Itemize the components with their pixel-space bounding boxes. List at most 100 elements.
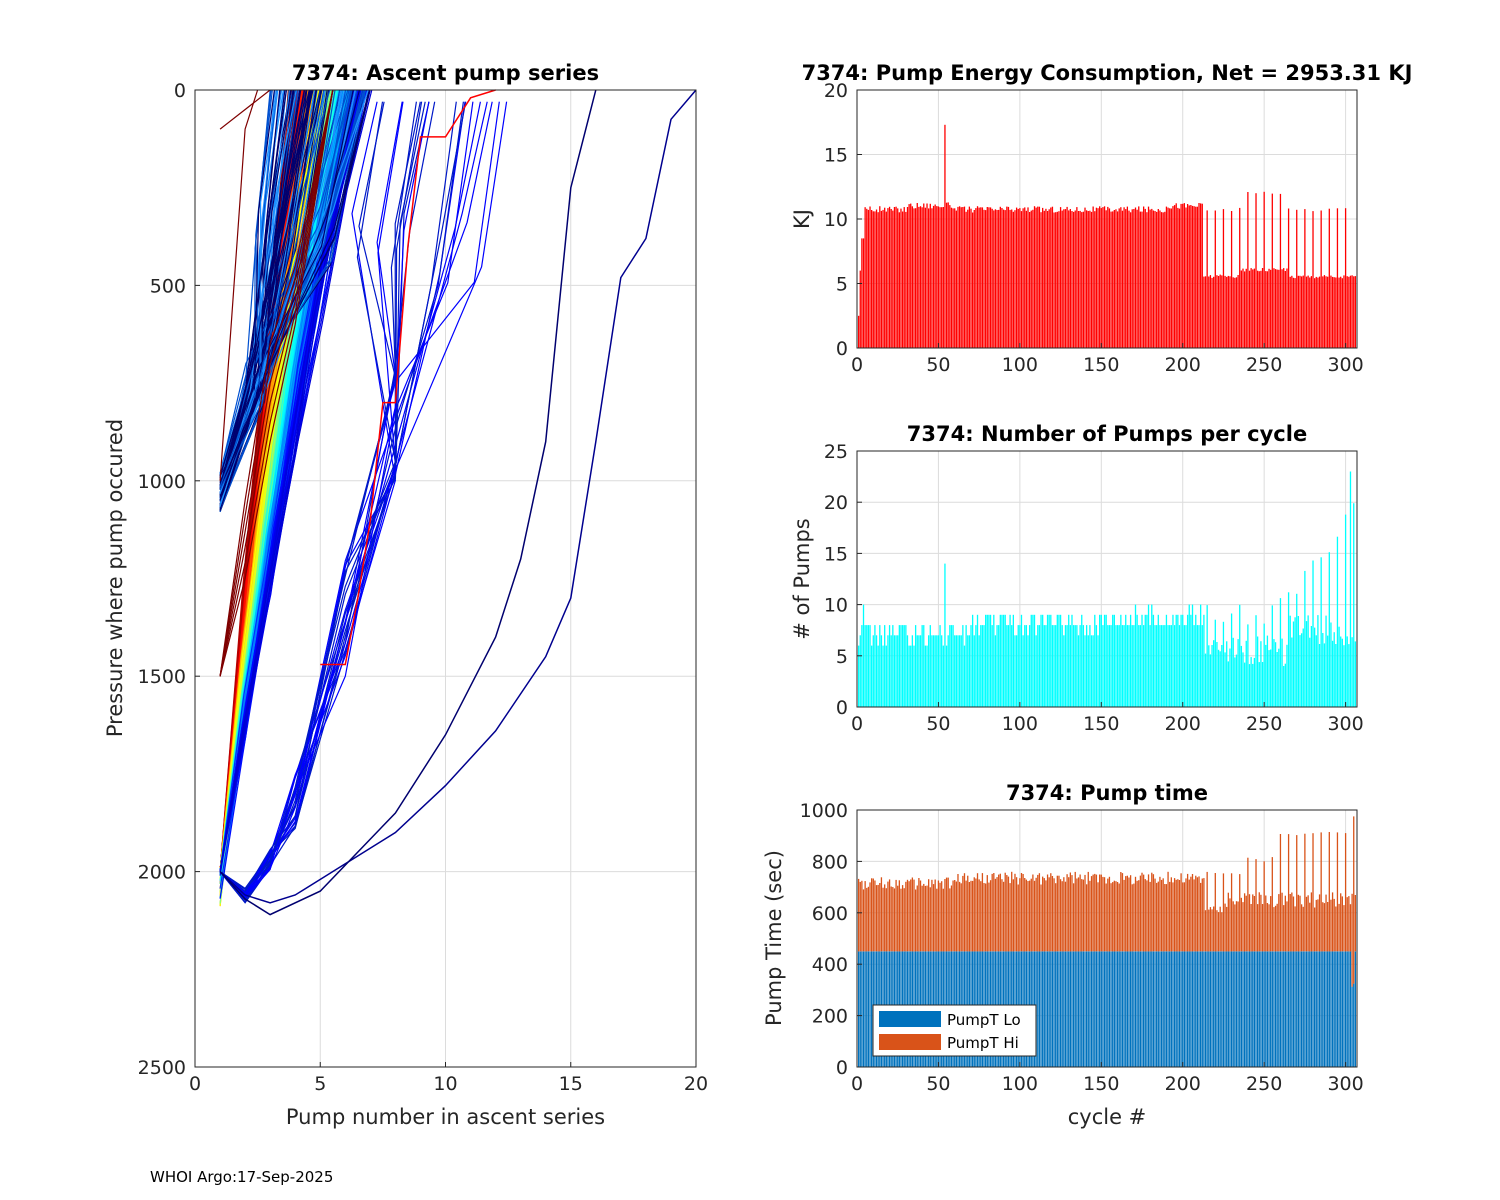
pumptime-lo-bar bbox=[1188, 951, 1190, 1067]
pumps-bar bbox=[1001, 614, 1003, 707]
ascent-xtick-label: 15 bbox=[559, 1073, 583, 1095]
pumps-bar bbox=[1032, 614, 1034, 707]
pumptime-lo-bar bbox=[1274, 951, 1277, 1067]
energy-bar bbox=[1302, 275, 1304, 348]
energy-bar bbox=[1279, 193, 1282, 348]
pumptime-hi-bar bbox=[918, 878, 920, 952]
energy-bar bbox=[1258, 271, 1260, 348]
energy-bar bbox=[1110, 211, 1112, 348]
pumptime-hi-bar bbox=[1061, 881, 1063, 952]
energy-bar bbox=[1050, 207, 1052, 348]
pumptime-hi-bar bbox=[1068, 877, 1070, 952]
energy-bar bbox=[895, 206, 897, 348]
pumptime-hi-bar bbox=[1180, 873, 1182, 952]
pumps-bar bbox=[1208, 645, 1210, 707]
pumps-bar bbox=[931, 635, 933, 707]
energy-bar bbox=[1310, 276, 1313, 348]
ascent-xtick-label: 10 bbox=[433, 1073, 457, 1095]
pumps-bar bbox=[1338, 626, 1340, 707]
energy-bar bbox=[996, 210, 998, 348]
energy-bar bbox=[1263, 191, 1265, 348]
pumps-bar bbox=[1082, 625, 1085, 707]
pumptime-hi-bar bbox=[880, 877, 883, 952]
pumps-bar bbox=[1190, 614, 1192, 707]
energy-bar bbox=[1193, 206, 1195, 348]
pumptime-hi-bar bbox=[1149, 881, 1151, 952]
energy-bar bbox=[939, 207, 941, 348]
pumptime-lo-bar bbox=[1156, 951, 1158, 1067]
pumps-xtick-label: 50 bbox=[926, 713, 950, 735]
pumptime-hi-bar bbox=[1128, 877, 1130, 952]
pumps-bar bbox=[954, 635, 956, 707]
legend-label-hi: PumpT Hi bbox=[947, 1034, 1019, 1052]
pumptime-hi-bar bbox=[1040, 884, 1042, 952]
pumps-bar bbox=[1250, 657, 1252, 707]
pumps-bar bbox=[999, 614, 1001, 707]
energy-bar bbox=[1196, 206, 1199, 348]
energy-bar bbox=[924, 207, 927, 348]
energy-bar bbox=[968, 206, 971, 348]
pumptime-hi-bar bbox=[1229, 898, 1231, 952]
pumptime-xtick-label: 150 bbox=[1083, 1073, 1119, 1095]
pumptime-hi-bar bbox=[989, 880, 992, 952]
pumps-ylabel: # of Pumps bbox=[790, 518, 814, 640]
pumps-bar bbox=[1305, 621, 1308, 707]
pumptime-hi-bar bbox=[1045, 880, 1047, 952]
pumps-bar bbox=[1265, 644, 1267, 707]
pumptime-lo-bar bbox=[1138, 951, 1140, 1067]
pumptime-lo-bar bbox=[1294, 951, 1296, 1067]
pumptime-hi-bar bbox=[1323, 903, 1326, 952]
energy-bar bbox=[989, 207, 992, 348]
pumps-bar bbox=[1299, 635, 1301, 707]
pumptime-lo-bar bbox=[1322, 951, 1324, 1067]
pumptime-hi-bar bbox=[944, 879, 946, 952]
energy-bar bbox=[1201, 203, 1203, 348]
pumptime-hi-bar bbox=[1312, 833, 1314, 952]
energy-bar bbox=[862, 238, 865, 348]
pumptime-lo-bar bbox=[1338, 951, 1340, 1067]
pumptime-hi-bar bbox=[1227, 892, 1229, 952]
pumps-bar bbox=[1175, 614, 1177, 707]
pumps-bar bbox=[1071, 614, 1073, 707]
pumps-bar bbox=[1112, 614, 1114, 707]
energy-ytick-label: 0 bbox=[836, 338, 848, 360]
pumps-bar bbox=[1273, 639, 1275, 707]
energy-ytick-label: 10 bbox=[824, 209, 848, 231]
energy-bar bbox=[919, 206, 922, 348]
pumps-bar bbox=[952, 625, 954, 707]
ascent-ytick-label: 2000 bbox=[138, 862, 186, 884]
energy-bar bbox=[1243, 271, 1246, 348]
pumptime-hi-bar bbox=[934, 879, 936, 952]
pumptime-lo-bar bbox=[1157, 951, 1159, 1067]
energy-bar bbox=[1074, 210, 1076, 348]
energy-bar bbox=[1009, 209, 1011, 348]
pumptime-hi-bar bbox=[1196, 877, 1199, 952]
pumps-bar bbox=[1149, 625, 1151, 707]
pumptime-hi-bar bbox=[1115, 881, 1117, 952]
pumptime-lo-bar bbox=[1191, 951, 1194, 1067]
energy-bar bbox=[941, 207, 943, 348]
pumptime-hi-bar bbox=[1004, 872, 1006, 952]
energy-ylabel: KJ bbox=[790, 209, 814, 229]
pumptime-lo-bar bbox=[1243, 951, 1246, 1067]
pumptime-lo-bar bbox=[1283, 951, 1285, 1067]
energy-bar bbox=[1190, 205, 1192, 348]
pumps-ytick-label: 25 bbox=[824, 441, 848, 463]
pumptime-hi-bar bbox=[1349, 904, 1352, 952]
pumptime-lo-bar bbox=[1084, 951, 1086, 1067]
pumptime-ticks: 0 50 100 150 200 250 300 0 200 400 600 800 1000 bbox=[800, 800, 1364, 1095]
energy-bar bbox=[960, 207, 962, 348]
pumps-ytick-label: 5 bbox=[836, 646, 848, 668]
pumps-bar bbox=[1056, 614, 1058, 707]
energy-bar bbox=[1035, 207, 1037, 348]
pumptime-hi-bar bbox=[958, 881, 961, 952]
energy-bar bbox=[901, 211, 904, 348]
energy-bar bbox=[914, 208, 917, 348]
pumptime-lo-bar bbox=[1123, 951, 1125, 1067]
pumptime-hi-bar bbox=[1022, 874, 1024, 952]
pumps-bar bbox=[1050, 614, 1052, 707]
energy-bar bbox=[1001, 208, 1003, 348]
pumps-bar bbox=[1118, 625, 1120, 707]
energy-bar bbox=[1214, 210, 1216, 348]
pumptime-lo-bar bbox=[1151, 951, 1153, 1067]
